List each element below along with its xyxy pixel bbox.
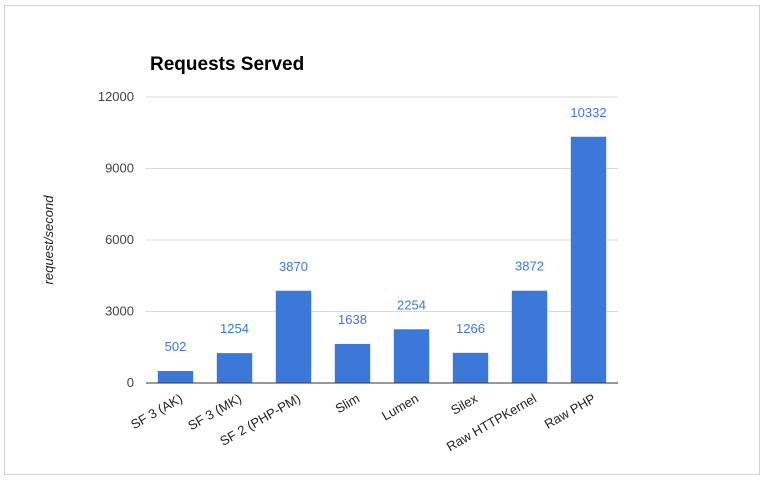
y-tick-label: 9000: [105, 161, 134, 176]
bar: [393, 329, 430, 383]
bar: [570, 136, 607, 383]
data-label: 3870: [279, 259, 308, 274]
y-tick-label: 12000: [98, 89, 134, 104]
x-tick-label: SF 3 (AK): [128, 391, 185, 433]
y-tick-label: 6000: [105, 232, 134, 247]
x-tick-label: Lumen: [379, 391, 421, 424]
bar: [216, 353, 253, 383]
x-tick-label: Silex: [448, 390, 480, 417]
y-axis-label: request/second: [41, 195, 56, 285]
x-tick-label: Slim: [333, 391, 362, 417]
data-label: 2254: [397, 297, 426, 312]
data-label: 1638: [338, 312, 367, 327]
y-tick-label: 0: [127, 375, 134, 390]
bar: [511, 290, 548, 383]
data-labels: 502 1254 3870 1638 2254 1266 3872 10332: [165, 105, 607, 354]
gridlines: [146, 96, 618, 312]
y-tick-label: 3000: [105, 304, 134, 319]
bar: [452, 352, 489, 383]
chart-title: Requests Served: [150, 54, 304, 75]
bar: [157, 371, 194, 383]
x-ticks: SF 3 (AK) SF 3 (MK)SF 2 (PHP-PM) Slim Lumen…: [128, 390, 598, 454]
bars: [157, 136, 607, 383]
y-ticks: 0 3000 6000 9000 12000: [98, 89, 134, 390]
data-label: 3872: [515, 259, 544, 274]
bar: [334, 343, 371, 383]
data-label: 10332: [570, 105, 606, 120]
data-label: 1266: [456, 321, 485, 336]
bar: [275, 290, 312, 383]
data-label: 502: [165, 339, 187, 354]
data-label: 1254: [220, 321, 249, 336]
x-tick-label: Raw PHP: [542, 391, 598, 432]
